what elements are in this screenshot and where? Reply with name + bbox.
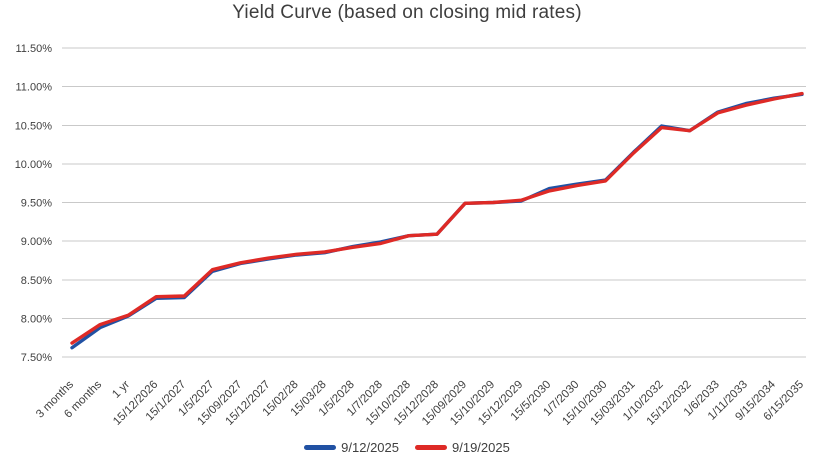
y-axis-label: 9.00% <box>21 236 52 248</box>
y-axis-label: 8.50% <box>21 275 52 287</box>
y-axis-label: 10.00% <box>15 159 53 171</box>
series-line-9-19-2025 <box>70 91 804 345</box>
y-axis-label: 10.50% <box>15 120 53 132</box>
legend-item-series-1: 9/12/2025 <box>304 440 399 455</box>
legend: 9/12/2025 9/19/2025 <box>0 440 814 455</box>
legend-swatch-blue-line <box>304 445 337 450</box>
chart-title: Yield Curve (based on closing mid rates) <box>232 2 582 23</box>
y-axis-label: 11.50% <box>16 43 53 55</box>
legend-label: 9/12/2025 <box>341 440 399 455</box>
y-axis-label: 7.50% <box>21 352 52 364</box>
legend-label: 9/19/2025 <box>452 440 510 455</box>
legend-item-series-2: 9/19/2025 <box>415 440 510 455</box>
y-axis-label: 8.00% <box>21 313 52 325</box>
series-line-9-12-2025 <box>70 92 804 350</box>
legend-swatch-red-line <box>415 445 447 450</box>
y-axis-label: 11.00% <box>16 82 53 94</box>
y-axis-label: 9.50% <box>21 198 52 210</box>
x-axis-label: 1 yr <box>110 379 132 401</box>
